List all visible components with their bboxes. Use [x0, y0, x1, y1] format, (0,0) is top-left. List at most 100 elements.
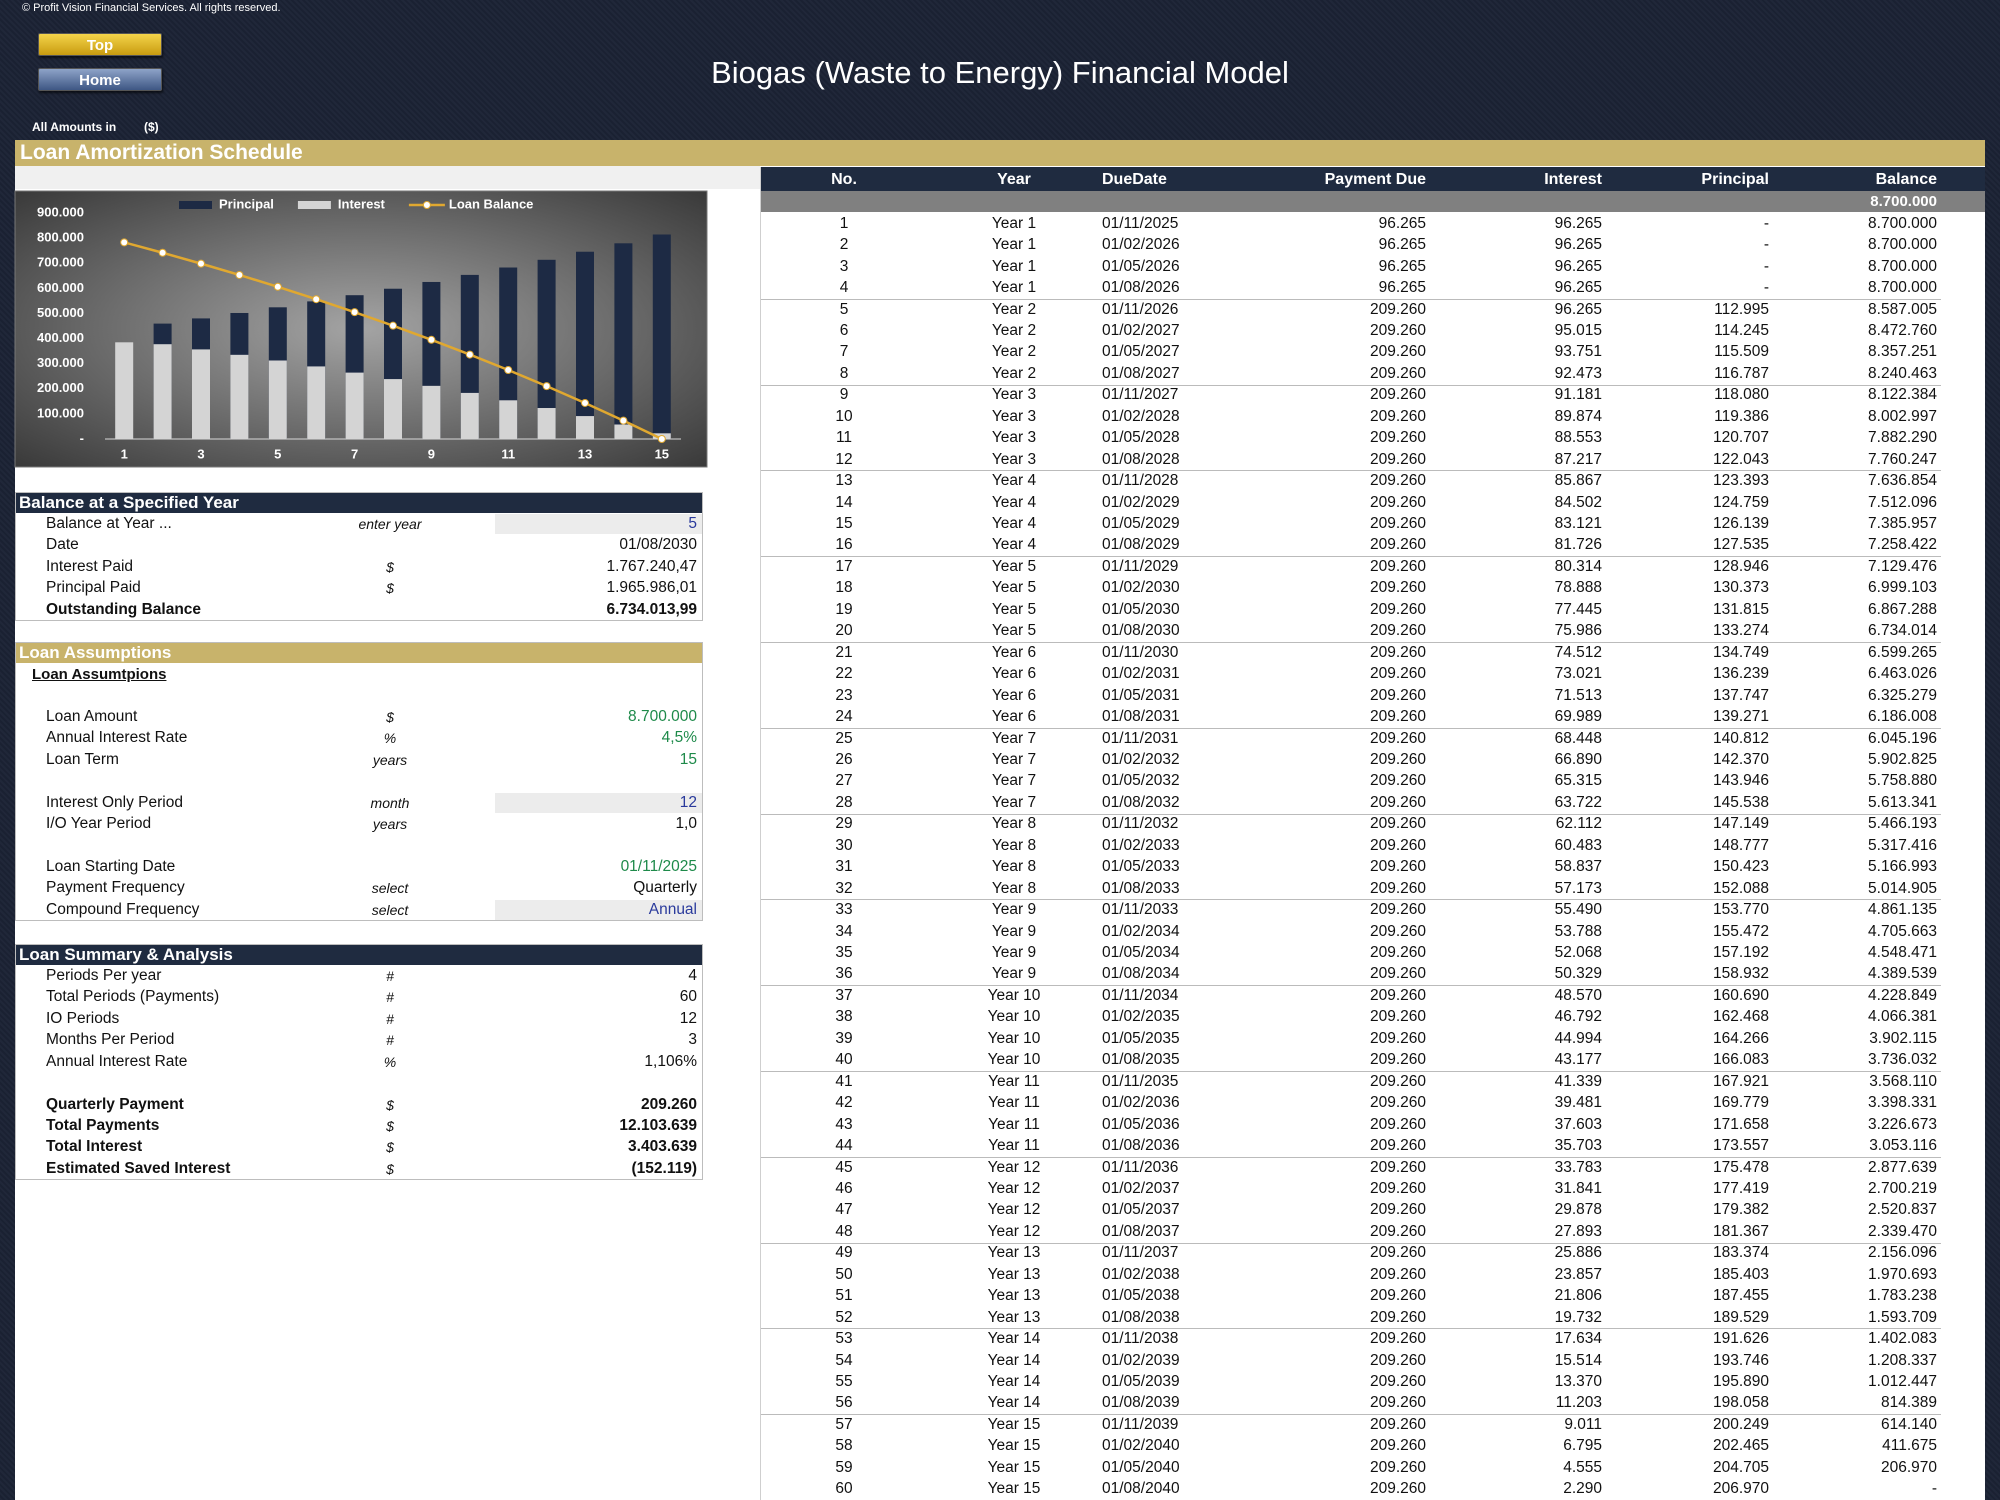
cell: 96.265 [1378, 214, 1426, 232]
cell: 122.043 [1712, 450, 1769, 468]
cell: Year 10 [987, 986, 1041, 1004]
cell: 209.260 [1369, 750, 1426, 768]
balance-point [312, 295, 321, 304]
cell: 43.177 [1554, 1051, 1602, 1069]
cell: 200.249 [1712, 1415, 1769, 1433]
top-button[interactable]: Top [38, 33, 162, 56]
cell: 14 [835, 493, 853, 511]
cell: 32 [835, 879, 853, 897]
cell: 66.890 [1554, 750, 1602, 768]
cell: 6 [839, 321, 849, 339]
cell: 114.245 [1714, 321, 1769, 339]
cell: 01/08/2037 [1102, 1222, 1180, 1240]
cell: 01/02/2032 [1102, 750, 1180, 768]
cell: 131.815 [1712, 600, 1769, 618]
cell: 2.156.096 [1868, 1244, 1937, 1262]
cell: 198.058 [1712, 1394, 1769, 1412]
cell: 49 [835, 1244, 853, 1262]
cell: 01/11/2030 [1102, 643, 1179, 661]
cell: 127.535 [1712, 536, 1769, 554]
cell: 206.970 [1880, 1458, 1937, 1476]
cell: 134.749 [1712, 643, 1769, 661]
panel-header [15, 492, 703, 513]
cell: 169.779 [1712, 1094, 1769, 1112]
cell: 18 [835, 579, 853, 597]
cell: Year 2 [991, 364, 1037, 382]
year-separator [760, 813, 1941, 815]
cell: 6.999.103 [1868, 579, 1937, 597]
cell: 115.509 [1714, 343, 1769, 361]
balance-point [504, 365, 513, 374]
cell: 209.260 [1369, 1308, 1426, 1326]
cell: 91.181 [1554, 386, 1602, 404]
cell: 209.260 [1369, 901, 1426, 919]
cell: 42 [835, 1094, 853, 1112]
cell: 136.239 [1712, 665, 1769, 683]
cell: Year 5 [991, 600, 1037, 618]
column-header: Principal [1701, 171, 1769, 188]
cell: 69.989 [1554, 708, 1602, 726]
bar [652, 234, 671, 439]
cell: 8.700.000 [1868, 236, 1937, 254]
cell: Year 4 [991, 515, 1037, 533]
cell: Year 7 [991, 772, 1037, 790]
cell: 52.068 [1554, 944, 1602, 962]
cell: 96.265 [1554, 279, 1602, 297]
cell: 27 [835, 772, 853, 790]
cell: 01/11/2027 [1102, 386, 1179, 404]
row-label: Annual Interest Rate [46, 1052, 188, 1070]
cell: 133.274 [1712, 622, 1769, 640]
cell: 84.502 [1554, 493, 1602, 511]
cell: 209.260 [1369, 922, 1426, 940]
cell: 209.260 [1369, 364, 1426, 382]
cell: 142.370 [1712, 750, 1769, 768]
cell: Year 14 [987, 1373, 1041, 1391]
cell: 01/11/2031 [1102, 729, 1179, 747]
cell: 6.045.196 [1868, 729, 1937, 747]
cell: 1 [839, 214, 849, 232]
row-value: Annual [648, 900, 697, 918]
cell: 01/05/2038 [1102, 1287, 1180, 1305]
cell: 1.593.709 [1868, 1308, 1937, 1326]
cell: Year 4 [991, 536, 1037, 554]
cell: 7.129.476 [1868, 557, 1937, 575]
y-tick-label: 700.000 [37, 255, 84, 270]
cell: 209.260 [1369, 944, 1426, 962]
cell: 01/02/2027 [1102, 321, 1180, 339]
cell: 60.483 [1554, 836, 1602, 854]
row-label: Compound Frequency [46, 900, 200, 918]
cell: Year 12 [987, 1201, 1041, 1219]
row-label: Total Periods (Payments) [46, 988, 220, 1006]
cell: Year 6 [991, 665, 1037, 683]
cell: 51 [835, 1287, 853, 1305]
cell: 209.260 [1369, 300, 1426, 318]
cell: Year 14 [987, 1351, 1041, 1369]
balance-point [619, 416, 628, 425]
cell: 3.053.116 [1869, 1137, 1937, 1155]
cell: 4.555 [1563, 1458, 1602, 1476]
cell: 124.759 [1712, 493, 1769, 511]
cell: 96.265 [1378, 236, 1426, 254]
row-label: Annual Interest Rate [46, 729, 188, 747]
legend-swatch [297, 201, 331, 209]
cell: Year 6 [991, 708, 1037, 726]
cell: 46.792 [1554, 1008, 1602, 1026]
row-label: IO Periods [46, 1009, 120, 1027]
cell: 52 [835, 1308, 853, 1326]
cell: 31 [835, 858, 853, 876]
home-button[interactable]: Home [38, 68, 162, 91]
cell: Year 5 [991, 579, 1037, 597]
cell: 209.260 [1369, 836, 1426, 854]
cell: 46 [835, 1179, 853, 1197]
page-title: Biogas (Waste to Energy) Financial Model [711, 55, 1289, 90]
cell: 157.192 [1712, 944, 1769, 962]
cell: 53 [835, 1330, 853, 1348]
cell: 5 [839, 300, 849, 318]
cell: 60 [835, 1480, 853, 1498]
cell: 209.260 [1369, 1458, 1426, 1476]
cell: 173.557 [1712, 1137, 1769, 1155]
cell: 01/05/2032 [1102, 772, 1180, 790]
row-label: Payment Frequency [46, 879, 185, 897]
row-value: 3 [688, 1031, 697, 1049]
cell: 01/08/2033 [1102, 879, 1180, 897]
